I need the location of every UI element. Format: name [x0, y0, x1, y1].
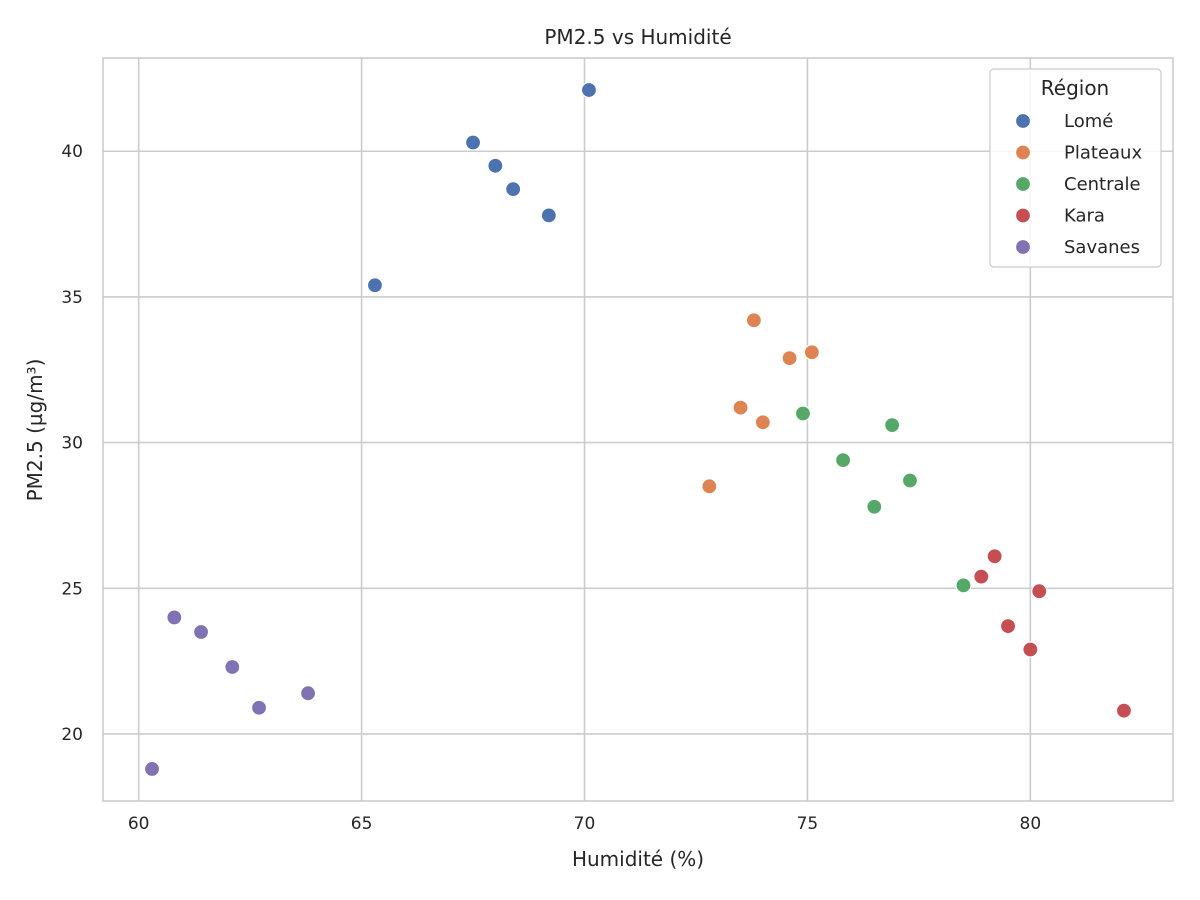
plot-frame — [102, 57, 1174, 802]
legend-marker — [1014, 144, 1032, 161]
legend-marker — [1014, 112, 1032, 130]
y-tick-label: 35 — [61, 288, 83, 308]
data-point — [464, 134, 482, 151]
x-tick-label: 70 — [574, 814, 596, 834]
legend-label: Kara — [1064, 206, 1105, 227]
legend-items: Lomé Plateaux Centrale Kara Savanes — [1014, 111, 1142, 258]
data-point — [986, 548, 1003, 565]
data-point — [540, 207, 557, 224]
y-tick-label: 20 — [61, 725, 83, 745]
legend-item: Plateaux — [1014, 143, 1142, 164]
y-tick-label: 25 — [61, 579, 83, 599]
data-point — [955, 577, 972, 594]
data-point — [166, 609, 183, 626]
data-point — [250, 699, 268, 716]
x-tick-label: 75 — [797, 814, 819, 834]
data-point — [781, 350, 798, 367]
legend-marker — [1014, 238, 1032, 256]
legend-box — [989, 68, 1162, 268]
data-point — [299, 685, 317, 702]
data-point — [1022, 641, 1039, 658]
data-point — [487, 157, 504, 174]
series-lom- — [366, 81, 598, 294]
legend-marker — [1014, 175, 1032, 193]
legend-label: Lomé — [1064, 111, 1113, 132]
data-points — [143, 81, 1133, 778]
data-point — [732, 399, 749, 416]
data-point — [505, 181, 522, 198]
data-point — [794, 405, 812, 422]
data-point — [901, 472, 919, 489]
legend-label: Savanes — [1064, 237, 1140, 258]
data-point — [192, 623, 210, 641]
data-point — [1115, 702, 1133, 719]
legend-item: Centrale — [1014, 174, 1141, 195]
legend-item: Lomé — [1014, 111, 1113, 132]
data-point — [999, 618, 1017, 635]
data-point — [224, 658, 241, 676]
legend-title: Région — [1041, 76, 1109, 100]
legend-item: Kara — [1014, 206, 1105, 227]
x-tick-label: 80 — [1020, 814, 1042, 834]
x-tick-label: 60 — [128, 814, 150, 834]
data-point — [754, 414, 771, 431]
series-kara — [973, 548, 1133, 719]
data-point — [884, 417, 901, 434]
x-axis-label: Humidité (%) — [572, 847, 704, 871]
y-tick-labels: 20 25 30 35 40 — [61, 142, 83, 745]
legend-marker — [1014, 207, 1032, 224]
data-point — [745, 312, 763, 329]
legend-label: Centrale — [1064, 174, 1141, 195]
data-point — [701, 478, 718, 495]
data-point — [803, 344, 820, 361]
series-savanes — [143, 609, 317, 778]
legend-label: Plateaux — [1064, 143, 1142, 164]
data-point — [580, 81, 598, 99]
x-tick-label: 65 — [351, 814, 373, 834]
legend: Région Lomé Plateaux Centrale Kara Savanes — [989, 68, 1162, 268]
legend-item: Savanes — [1014, 237, 1140, 258]
data-point — [834, 451, 852, 469]
series-plateaux — [701, 312, 820, 495]
data-point — [1031, 583, 1048, 600]
data-point — [366, 277, 384, 294]
x-tick-labels: 60 65 70 75 80 — [128, 814, 1041, 834]
data-point — [973, 568, 990, 585]
y-axis-label: PM2.5 (µg/m³) — [23, 359, 47, 502]
data-point — [866, 498, 883, 515]
chart-title: PM2.5 vs Humidité — [544, 25, 731, 49]
data-point — [143, 760, 161, 778]
y-tick-label: 40 — [61, 142, 83, 162]
y-tick-label: 30 — [61, 434, 83, 454]
series-centrale — [794, 405, 972, 594]
